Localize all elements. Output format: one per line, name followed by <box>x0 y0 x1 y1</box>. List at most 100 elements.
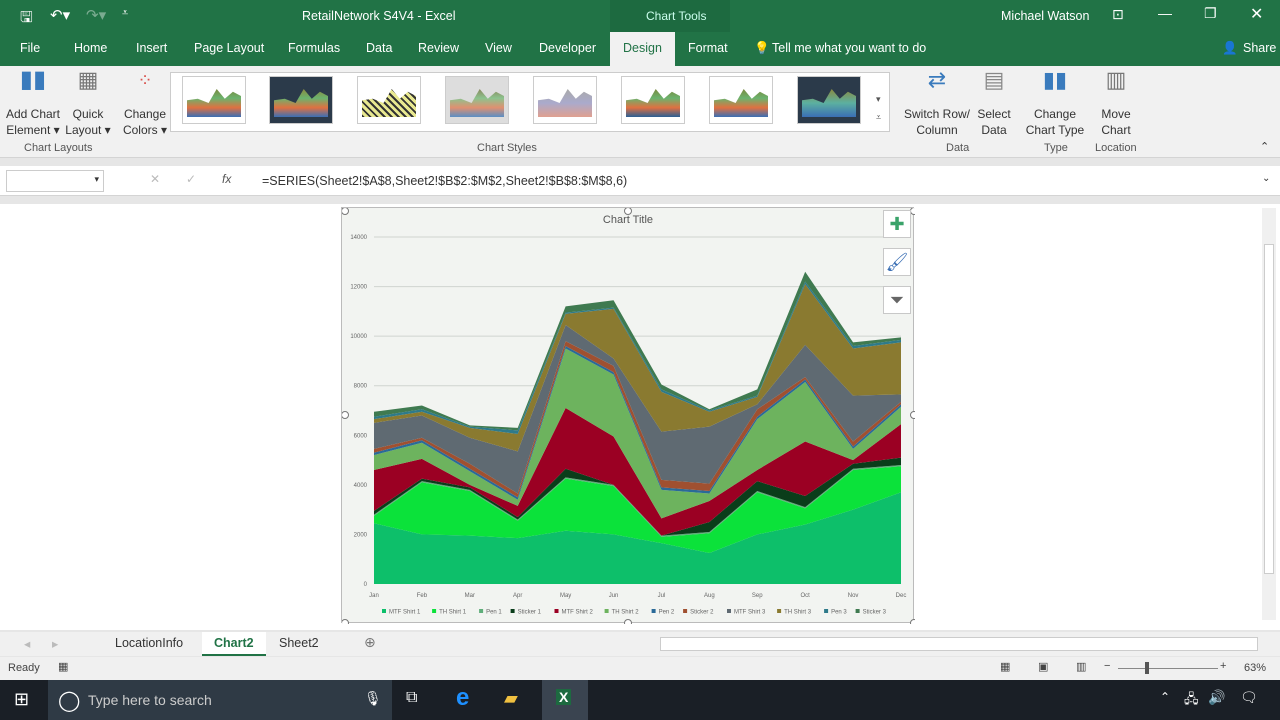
add-chart-element-icon: ▮▮ <box>19 66 47 93</box>
share-button[interactable]: Share <box>1243 41 1277 55</box>
tab-review[interactable]: Review <box>418 41 459 55</box>
tab-formulas[interactable]: Formulas <box>288 41 341 55</box>
chart-area[interactable]: Chart Title 0 2000 4000 6000 8000 10000 12000 14… <box>341 207 918 627</box>
chart-style-7[interactable] <box>709 76 773 124</box>
tab-home[interactable]: Home <box>74 41 108 55</box>
select-data-button[interactable]: ▤ Select Data <box>974 69 1014 138</box>
chart-style-8[interactable] <box>797 76 861 124</box>
change-colors-button[interactable]: ⁘ Change Colors ▾ <box>120 71 170 138</box>
lightbulb-icon: 💡 <box>754 41 770 55</box>
legend-entry: TH Shirt 3 <box>784 610 812 616</box>
action-center-icon[interactable]: 🗨 <box>1240 689 1258 705</box>
page-layout-view-icon[interactable]: ▣ <box>1038 661 1049 673</box>
y-tick-label: 6000 <box>354 433 368 439</box>
sheet-tab-chart2[interactable]: Chart2 <box>202 632 266 656</box>
ribbon-display-icon[interactable]: ⊡ <box>1112 6 1124 22</box>
tab-design[interactable]: Design <box>610 32 675 66</box>
legend-swatch <box>604 609 609 613</box>
macro-record-icon[interactable]: ▦ <box>58 661 69 673</box>
sheet-tab-sheet2[interactable]: Sheet2 <box>279 636 319 650</box>
volume-icon[interactable]: 🔊 <box>1208 689 1226 705</box>
gallery-scroll-down[interactable]: ▾ <box>876 94 881 104</box>
redo-icon[interactable]: ↷▾ <box>86 7 107 24</box>
undo-icon[interactable]: ↶▾ <box>50 7 71 24</box>
cortana-icon: ◯ <box>58 690 81 712</box>
expand-formula-icon[interactable]: ⌄ <box>1262 173 1271 184</box>
tab-developer[interactable]: Developer <box>539 41 596 55</box>
title-bar: 🖫 ↶▾ ↷▾ ⩡ RetailNetwork S4V4 - Excel Cha… <box>0 0 1280 32</box>
zoom-level[interactable]: 63% <box>1244 662 1267 674</box>
enter-icon[interactable]: ✓ <box>186 172 197 186</box>
chart-resize-handle <box>910 207 918 215</box>
tab-file[interactable]: File <box>20 41 41 55</box>
chart-styles-brush-icon[interactable]: 🖌 <box>883 248 911 276</box>
close-icon[interactable]: ✕ <box>1250 6 1264 23</box>
legend-entry: Sticker 2 <box>690 610 714 616</box>
zoom-slider[interactable] <box>1118 668 1218 669</box>
name-box[interactable]: ▾ <box>6 170 104 192</box>
normal-view-icon[interactable]: ▦ <box>1000 661 1011 673</box>
tab-insert[interactable]: Insert <box>136 41 168 55</box>
network-icon[interactable]: 🖧 <box>1184 691 1199 706</box>
series-area-mtf-shirt-2 <box>374 408 901 536</box>
quick-layout-button[interactable]: ▦ Quick Layout ▾ <box>62 69 114 138</box>
task-view-icon[interactable]: ⧉ <box>406 689 418 706</box>
microphone-icon[interactable]: 🎙 <box>364 690 382 706</box>
collapse-ribbon-icon[interactable]: ⌃ <box>1260 141 1270 153</box>
search-placeholder: Type here to search <box>88 692 212 708</box>
tab-format[interactable]: Format <box>688 41 728 55</box>
tab-view[interactable]: View <box>485 41 512 55</box>
chart-style-4[interactable] <box>445 76 509 124</box>
zoom-slider-thumb[interactable] <box>1145 662 1149 674</box>
chart-style-1[interactable] <box>182 76 246 124</box>
windows-start-icon[interactable]: ⊞ <box>14 689 30 709</box>
chart-title[interactable]: Chart Title <box>603 214 653 226</box>
user-name[interactable]: Michael Watson <box>1001 9 1090 23</box>
add-chart-element-button[interactable]: ▮▮ Add Chart Element ▾ <box>5 66 61 138</box>
share-icon[interactable]: 👤 <box>1222 41 1238 55</box>
tray-chevron-icon[interactable]: ⌃ <box>1160 690 1171 704</box>
series-area-th-shirt-2 <box>374 348 901 519</box>
prev-sheet-icon[interactable]: ◂ <box>24 637 31 651</box>
tab-page-layout[interactable]: Page Layout <box>194 41 265 55</box>
customize-qat-icon[interactable]: ⩡ <box>122 7 129 19</box>
cancel-icon[interactable]: ✕ <box>150 172 161 186</box>
zoom-out-icon[interactable]: − <box>1104 660 1111 672</box>
page-break-view-icon[interactable]: ▥ <box>1076 661 1087 673</box>
chart-style-2[interactable] <box>269 76 333 124</box>
restore-icon[interactable]: ❐ <box>1204 5 1217 21</box>
taskbar-search[interactable]: ◯ Type here to search 🎙 <box>48 680 392 720</box>
chart-resize-handle <box>910 411 918 419</box>
chart-filters-icon[interactable]: ⏷ <box>883 286 911 314</box>
horizontal-scrollbar[interactable] <box>660 637 1258 651</box>
chart-style-3[interactable] <box>357 76 421 124</box>
edge-icon[interactable]: e <box>456 684 470 711</box>
switch-row-column-icon: ⇄ <box>927 67 947 92</box>
gallery-more[interactable]: ⩡ <box>876 112 882 122</box>
move-chart-button[interactable]: ▥ Move Chart <box>1094 69 1138 138</box>
tell-me-search[interactable]: Tell me what you want to do <box>772 41 927 55</box>
y-tick-label: 8000 <box>354 384 368 390</box>
formula-input[interactable]: =SERIES(Sheet2!$A$8,Sheet2!$B$2:$M$2,She… <box>262 174 628 188</box>
switch-row-column-button[interactable]: ⇄ Switch Row/Column <box>900 67 974 138</box>
chart-elements-button[interactable]: ✚ <box>883 210 911 238</box>
tab-data[interactable]: Data <box>366 41 393 55</box>
legend-entry: MTF Shirt 2 <box>562 610 594 616</box>
save-icon[interactable]: 🖫 <box>20 9 33 26</box>
chart-style-6[interactable] <box>621 76 685 124</box>
y-tick-label: 12000 <box>350 285 367 291</box>
chart-style-5[interactable] <box>533 76 597 124</box>
excel-taskbar-button[interactable]: X <box>542 680 588 720</box>
chart-tools-label: Chart Tools <box>646 9 707 23</box>
next-sheet-icon[interactable]: ▸ <box>52 637 59 651</box>
sheet-tab-locationinfo[interactable]: LocationInfo <box>115 636 184 650</box>
minimize-icon[interactable]: — <box>1158 5 1172 21</box>
file-explorer-icon[interactable]: ▰ <box>504 688 518 708</box>
status-ready: Ready <box>8 662 40 674</box>
vertical-scrollbar[interactable] <box>1262 208 1276 620</box>
change-chart-type-button[interactable]: ▮▮ Change Chart Type <box>1022 69 1088 138</box>
zoom-in-icon[interactable]: + <box>1220 660 1227 672</box>
taskbar: ⊞ ◯ Type here to search 🎙 ⧉ e ▰ X ⌃ 🖧 🔊 … <box>0 680 1280 720</box>
insert-function-icon[interactable]: fx <box>222 172 232 186</box>
new-sheet-icon[interactable]: ⊕ <box>364 634 376 650</box>
